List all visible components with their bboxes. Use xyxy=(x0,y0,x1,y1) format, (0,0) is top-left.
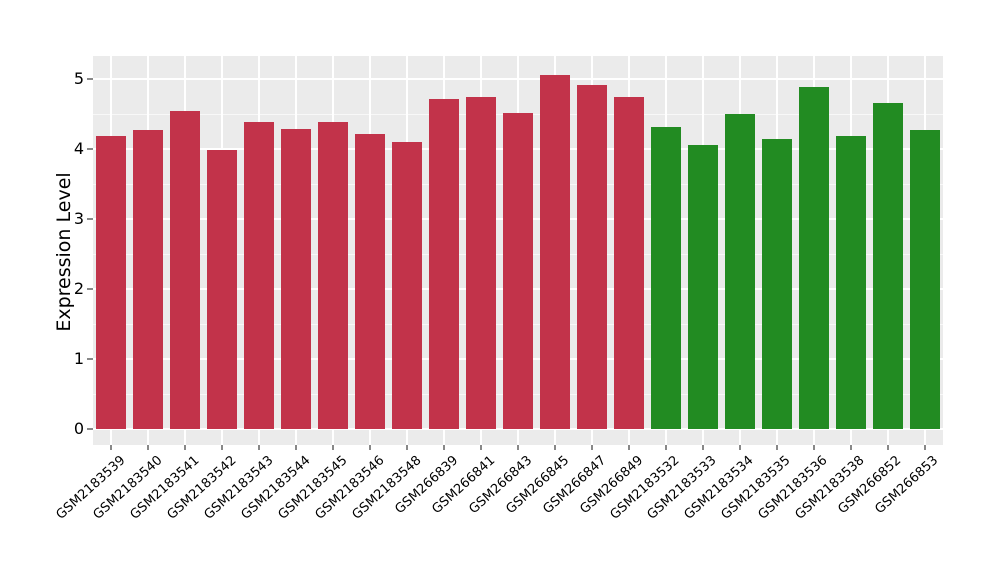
bar-GSM266845 xyxy=(539,74,570,429)
y-tick-mark xyxy=(87,428,93,430)
bar-GSM2183541 xyxy=(170,110,201,429)
x-tick-mark xyxy=(369,445,372,450)
x-tick-mark xyxy=(406,445,409,450)
y-tick-label: 2 xyxy=(73,279,84,298)
bar-GSM2183532 xyxy=(650,126,681,429)
x-tick-mark xyxy=(517,445,519,450)
bar-GSM2183543 xyxy=(244,122,275,429)
x-tick-mark xyxy=(443,445,446,450)
x-tick-mark xyxy=(553,445,556,450)
y-tick-mark xyxy=(87,288,93,290)
x-tick-mark xyxy=(701,445,704,450)
bar-GSM2183534 xyxy=(724,114,755,429)
x-tick-mark xyxy=(332,445,335,450)
bar-GSM266852 xyxy=(872,102,903,429)
x-tick-mark xyxy=(147,445,150,450)
bar-GSM2183540 xyxy=(133,130,164,429)
bar-GSM2183539 xyxy=(96,136,127,429)
x-tick-mark xyxy=(775,445,778,450)
plot-panel xyxy=(93,56,943,445)
x-tick-mark xyxy=(480,445,483,450)
y-tick-label: 1 xyxy=(73,349,84,368)
x-tick-mark xyxy=(184,445,187,450)
x-tick-mark xyxy=(295,445,298,450)
x-tick-mark xyxy=(738,445,741,450)
y-tick-label: 3 xyxy=(73,209,84,228)
y-tick-label: 5 xyxy=(73,69,84,88)
y-tick-mark xyxy=(87,218,93,220)
bar-GSM2183536 xyxy=(798,86,829,429)
y-tick-label: 4 xyxy=(73,139,84,158)
x-tick-mark xyxy=(590,445,593,450)
bar-GSM266839 xyxy=(429,98,460,429)
bar-GSM2183538 xyxy=(835,135,866,429)
bar-GSM266849 xyxy=(613,97,644,429)
x-tick-mark xyxy=(627,445,630,450)
x-tick-mark xyxy=(664,445,667,450)
x-tick-mark xyxy=(849,445,852,450)
bar-GSM266853 xyxy=(909,130,940,429)
bar-GSM2183544 xyxy=(281,129,312,429)
bar-GSM2183546 xyxy=(355,134,386,429)
bar-GSM2183545 xyxy=(318,122,349,429)
x-tick-mark xyxy=(923,445,926,450)
y-axis-title: Expression Level xyxy=(53,172,75,332)
bar-GSM2183548 xyxy=(392,142,423,429)
x-tick-mark xyxy=(221,445,224,450)
bar-GSM2183542 xyxy=(207,150,238,429)
x-tick-mark xyxy=(258,445,261,450)
bar-GSM266843 xyxy=(503,113,533,429)
x-tick-mark xyxy=(812,445,815,450)
y-tick-label: 0 xyxy=(73,419,84,438)
y-tick-mark xyxy=(87,148,93,150)
x-tick-mark xyxy=(110,445,113,450)
y-tick-mark xyxy=(87,78,93,80)
x-tick-mark xyxy=(886,445,889,450)
bar-GSM2183535 xyxy=(761,138,792,429)
y-tick-mark xyxy=(87,358,93,360)
bar-GSM2183533 xyxy=(687,144,718,429)
bar-GSM266841 xyxy=(466,97,497,429)
bar-GSM266847 xyxy=(576,85,607,429)
